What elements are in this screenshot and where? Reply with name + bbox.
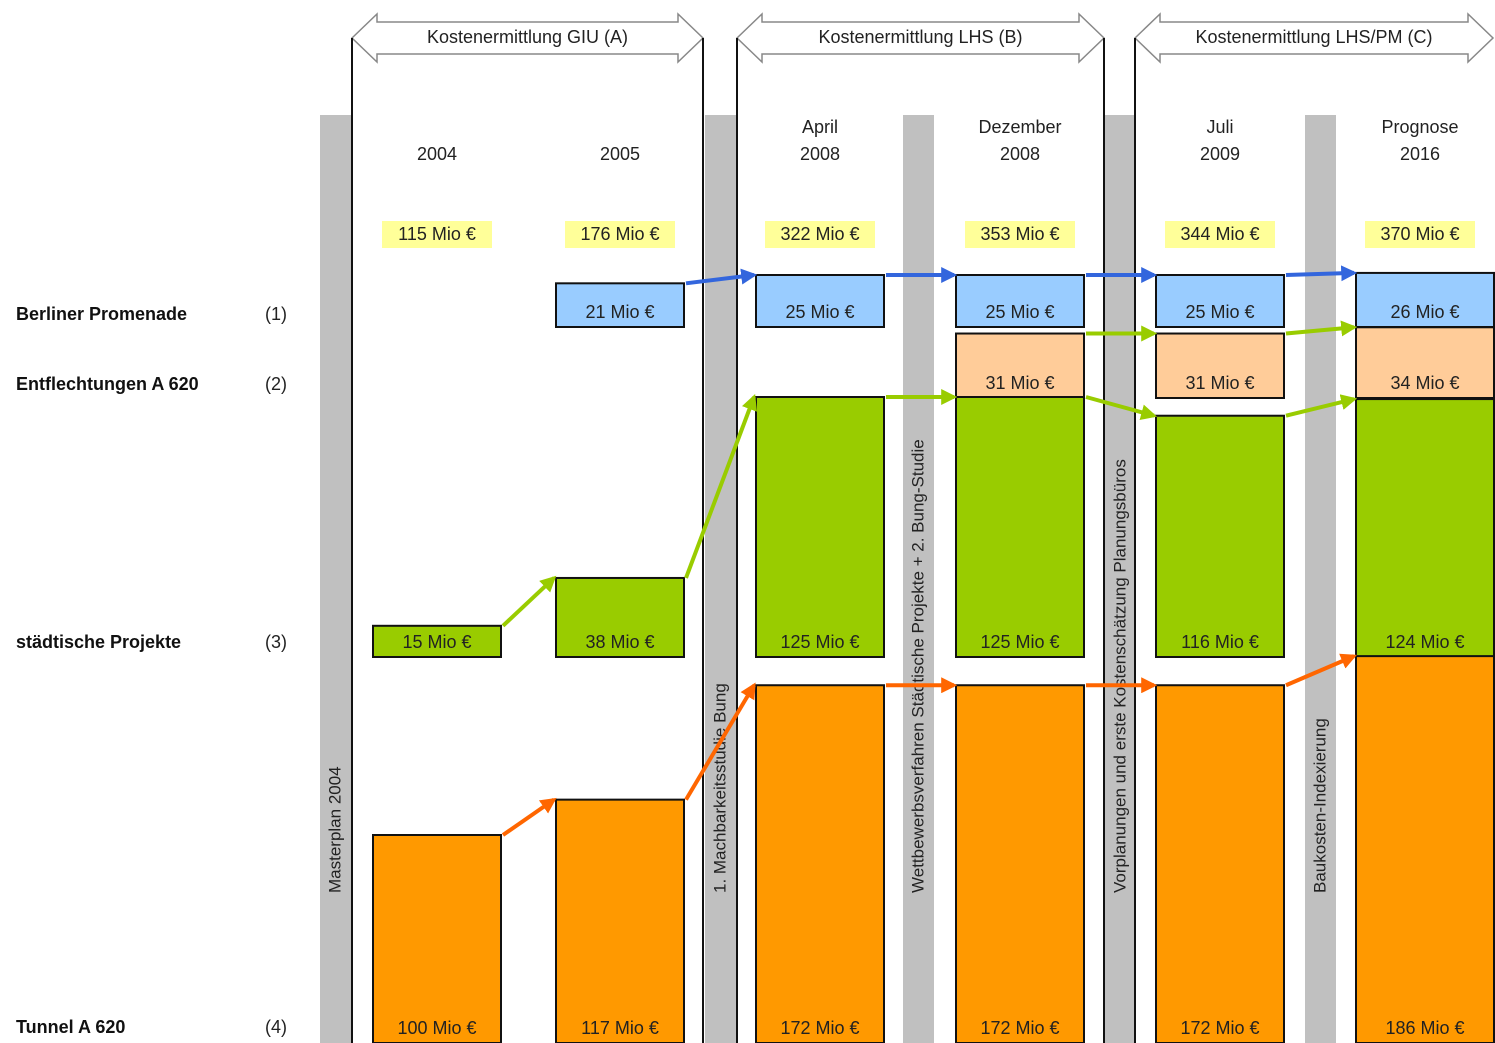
category-label: Juli 2009 bbox=[1200, 117, 1240, 164]
bar bbox=[1155, 414, 1285, 658]
total-box bbox=[765, 221, 875, 248]
trend-arrow bbox=[685, 268, 758, 286]
trend-arrow bbox=[1085, 395, 1158, 421]
trend-arrow bbox=[1285, 653, 1357, 688]
bar bbox=[372, 834, 502, 1043]
value-label: 172 Mio € bbox=[980, 1018, 1059, 1038]
value-label: 125 Mio € bbox=[980, 632, 1059, 652]
step-band bbox=[1105, 115, 1136, 1043]
bar bbox=[755, 684, 885, 1043]
value-label: 124 Mio € bbox=[1385, 632, 1464, 652]
phase-label: Kostenermittlung GIU (A) bbox=[427, 27, 628, 47]
value-label: 116 Mio € bbox=[1181, 632, 1259, 652]
category-label: 2004 bbox=[417, 144, 457, 164]
category-label: Dezember 2008 bbox=[978, 117, 1061, 164]
value-label: 26 Mio € bbox=[1390, 302, 1459, 322]
bar bbox=[1355, 271, 1495, 329]
total-label: 115 Mio € bbox=[398, 224, 476, 244]
category-label: 2005 bbox=[600, 144, 640, 164]
step-band bbox=[320, 115, 351, 1043]
value-label: 117 Mio € bbox=[581, 1018, 659, 1038]
value-label: 172 Mio € bbox=[780, 1018, 859, 1038]
series-number: (3) bbox=[265, 632, 287, 652]
bar bbox=[555, 576, 685, 659]
category-label: April 2008 bbox=[800, 117, 840, 164]
series-number: (2) bbox=[265, 374, 287, 394]
series-label: Tunnel A 620 bbox=[16, 1017, 125, 1037]
value-label: 31 Mio € bbox=[1185, 373, 1254, 393]
series-number: (1) bbox=[265, 304, 287, 324]
bar bbox=[755, 274, 885, 328]
trend-arrow bbox=[501, 797, 557, 837]
total-label: 322 Mio € bbox=[780, 224, 859, 244]
value-label: 34 Mio € bbox=[1390, 373, 1459, 393]
bar bbox=[955, 684, 1085, 1043]
trend-arrow bbox=[1285, 320, 1358, 337]
bar bbox=[555, 282, 685, 329]
series-number: (4) bbox=[265, 1017, 287, 1037]
bar bbox=[1155, 332, 1285, 399]
series-label: Berliner Promenade bbox=[16, 304, 187, 324]
bar bbox=[372, 624, 502, 658]
step-label: Vorplanungen und erste Kostenschätzung P… bbox=[1110, 459, 1129, 893]
series-label: Entflechtungen A 620 bbox=[16, 374, 199, 394]
total-label: 370 Mio € bbox=[1380, 224, 1459, 244]
trend-arrow bbox=[501, 575, 557, 628]
step-label: Baukosten-Indexierung bbox=[1310, 718, 1329, 893]
value-label: 186 Mio € bbox=[1385, 1018, 1464, 1038]
bar bbox=[955, 274, 1085, 328]
value-label: 125 Mio € bbox=[780, 632, 859, 652]
value-label: 31 Mio € bbox=[985, 373, 1054, 393]
total-box bbox=[1165, 221, 1275, 248]
value-label: 25 Mio € bbox=[1185, 302, 1254, 322]
total-label: 176 Mio € bbox=[580, 224, 659, 244]
bar bbox=[1355, 398, 1495, 658]
bar bbox=[955, 396, 1085, 658]
total-label: 353 Mio € bbox=[980, 224, 1059, 244]
value-label: 25 Mio € bbox=[985, 302, 1054, 322]
step-label: 1. Machbarkeitsstudie Bung bbox=[710, 683, 729, 893]
trend-arrow bbox=[684, 682, 756, 801]
step-band bbox=[903, 115, 934, 1043]
total-box bbox=[1365, 221, 1475, 248]
category-label: Prognose 2016 bbox=[1381, 117, 1458, 164]
bar bbox=[1355, 655, 1495, 1043]
total-box bbox=[565, 221, 675, 248]
trend-arrow bbox=[1285, 265, 1358, 282]
step-label: Wettbewerbsverfahren Städtische Projekte… bbox=[908, 439, 927, 893]
step-label: Masterplan 2004 bbox=[325, 766, 344, 893]
phase-arrow bbox=[1133, 12, 1495, 64]
bar bbox=[555, 798, 685, 1043]
step-band bbox=[1305, 115, 1336, 1043]
value-label: 25 Mio € bbox=[785, 302, 854, 322]
bar bbox=[1355, 326, 1495, 399]
value-label: 15 Mio € bbox=[402, 632, 471, 652]
trend-arrow bbox=[1285, 394, 1358, 418]
phase-label: Kostenermittlung LHS (B) bbox=[818, 27, 1022, 47]
total-box bbox=[382, 221, 492, 248]
bar bbox=[1155, 274, 1285, 328]
total-box bbox=[965, 221, 1075, 248]
phase-label: Kostenermittlung LHS/PM (C) bbox=[1195, 27, 1432, 47]
total-label: 344 Mio € bbox=[1180, 224, 1259, 244]
series-label: städtische Projekte bbox=[16, 632, 181, 652]
trend-arrow bbox=[684, 394, 757, 579]
bar bbox=[755, 396, 885, 658]
value-label: 21 Mio € bbox=[585, 302, 654, 322]
bar bbox=[955, 332, 1085, 399]
value-label: 172 Mio € bbox=[1180, 1018, 1259, 1038]
value-label: 100 Mio € bbox=[397, 1018, 476, 1038]
bar bbox=[1155, 684, 1285, 1043]
step-band bbox=[705, 115, 736, 1043]
value-label: 38 Mio € bbox=[585, 632, 654, 652]
